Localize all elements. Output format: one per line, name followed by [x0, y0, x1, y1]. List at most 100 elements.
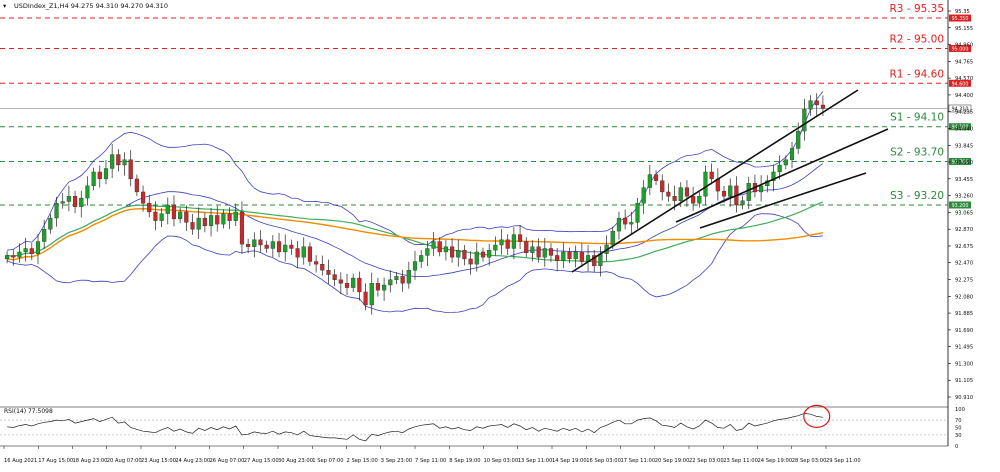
bull-candle	[17, 251, 22, 258]
bear-candle	[684, 187, 690, 197]
time-tick-label: 17 Aug 15:00	[38, 458, 73, 464]
bull-candle	[487, 250, 492, 258]
bear-candle	[548, 248, 554, 256]
bear-candle	[326, 270, 331, 275]
bull-candle	[221, 213, 226, 225]
price-tick-label: 92.675	[955, 244, 973, 250]
time-tick-label: 3 Sep 23:00	[381, 458, 412, 464]
time-tick-label: 13 Sep 11:00	[518, 458, 553, 464]
bear-candle	[653, 174, 659, 181]
bull-candle	[110, 154, 115, 169]
bear-candle	[246, 243, 251, 247]
bull-candle	[270, 241, 275, 249]
bull-candle	[419, 255, 424, 262]
bollinger-upper-band	[7, 91, 824, 251]
bear-candle	[140, 191, 146, 204]
bull-candle	[456, 250, 461, 258]
bear-candle	[505, 239, 510, 249]
bull-candle	[443, 246, 448, 253]
support-price-tag	[949, 158, 971, 166]
bull-candle	[412, 261, 418, 271]
trendlines-layer	[571, 89, 889, 273]
time-tick-label: 17 Sep 11:00	[621, 458, 656, 464]
price-tick-label: 91.885	[955, 311, 973, 317]
price-tick-label: 92.275	[955, 278, 973, 284]
trendline	[675, 128, 889, 223]
bear-candle	[536, 246, 541, 258]
resistance-label: R2 - 95.00	[890, 33, 945, 45]
rsi-tick-label: 0	[955, 444, 958, 450]
bull-candle	[85, 185, 90, 199]
bull-candle	[388, 279, 393, 286]
bull-candle	[796, 130, 801, 149]
resistance-label: R1 - 94.60	[890, 68, 945, 80]
price-tick-label: 94.040	[955, 126, 973, 132]
bear-candle	[190, 222, 195, 230]
rsi-tick-label: 30	[955, 433, 962, 439]
bear-candle	[289, 244, 294, 249]
price-tick-label: 95.155	[955, 26, 973, 32]
bull-candle	[301, 246, 306, 258]
bull-candle	[771, 171, 776, 181]
rsi-title: RSI(14) 77.5098	[4, 408, 53, 415]
time-tick-label: 2 Sep 15:00	[347, 458, 378, 464]
bear-candle	[338, 279, 343, 284]
bear-candle	[97, 171, 102, 180]
time-tick-label: 30 Aug 23:00	[278, 458, 313, 464]
bull-candle	[42, 229, 47, 242]
time-tick-label: 20 Sep 19:00	[655, 458, 690, 464]
bull-candle	[610, 230, 615, 246]
bear-candle	[518, 234, 523, 242]
bull-candle	[647, 174, 652, 188]
bear-candle	[524, 241, 529, 253]
bull-candle	[351, 277, 356, 288]
bear-candle	[73, 196, 78, 207]
time-tick-label: 1 Sep 07:00	[312, 458, 343, 464]
bull-candle	[23, 248, 28, 253]
bull-candle	[382, 284, 387, 291]
bull-candle	[103, 168, 109, 180]
bear-candle	[276, 241, 282, 253]
price-tick-label: 94.570	[955, 76, 973, 82]
bull-candle	[530, 246, 535, 253]
price-tick-label: 91.105	[955, 378, 973, 384]
time-tick-label: 23 Sep 11:00	[723, 458, 758, 464]
bull-candle	[499, 239, 504, 246]
support-price-tag-text: 94.100	[952, 125, 969, 131]
time-tick-label: 8 Sep 19:00	[449, 458, 480, 464]
price-tick-label: 93.260	[955, 194, 973, 200]
bull-candle	[252, 239, 257, 247]
rsi-overbought-highlight-circle	[803, 404, 831, 428]
resistance-price-tag	[949, 14, 971, 22]
candles-layer	[5, 93, 825, 315]
bull-candle	[703, 171, 708, 197]
bull-candle	[5, 255, 10, 260]
bull-candle	[777, 164, 782, 173]
price-tick-label: 93.650	[955, 160, 973, 166]
bull-candle	[283, 244, 288, 253]
price-tick-label: 94.235	[955, 110, 973, 116]
bear-candle	[357, 277, 362, 293]
price-tick-label: 92.870	[955, 227, 973, 233]
bull-candle	[573, 251, 578, 260]
bull-candle	[697, 196, 702, 204]
bull-candle	[406, 270, 411, 284]
time-tick-label: 24 Sep 19:00	[758, 458, 793, 464]
collapse-arrow-icon[interactable]: ▾	[3, 2, 7, 10]
price-tick-label: 95.35	[955, 9, 970, 15]
bear-candle	[320, 263, 325, 271]
bull-candle	[35, 241, 41, 254]
grid-layer	[0, 0, 949, 447]
bear-candle	[450, 246, 455, 258]
bear-candle	[128, 159, 133, 180]
bull-candle	[759, 185, 764, 193]
rsi-tick-label: 70	[955, 418, 962, 424]
bull-candle	[746, 183, 751, 201]
time-tick-label: 16 Aug 2021	[4, 458, 37, 464]
bear-candle	[592, 255, 597, 267]
bull-candle	[641, 187, 646, 204]
time-tick-label: 27 Aug 15:00	[244, 458, 279, 464]
